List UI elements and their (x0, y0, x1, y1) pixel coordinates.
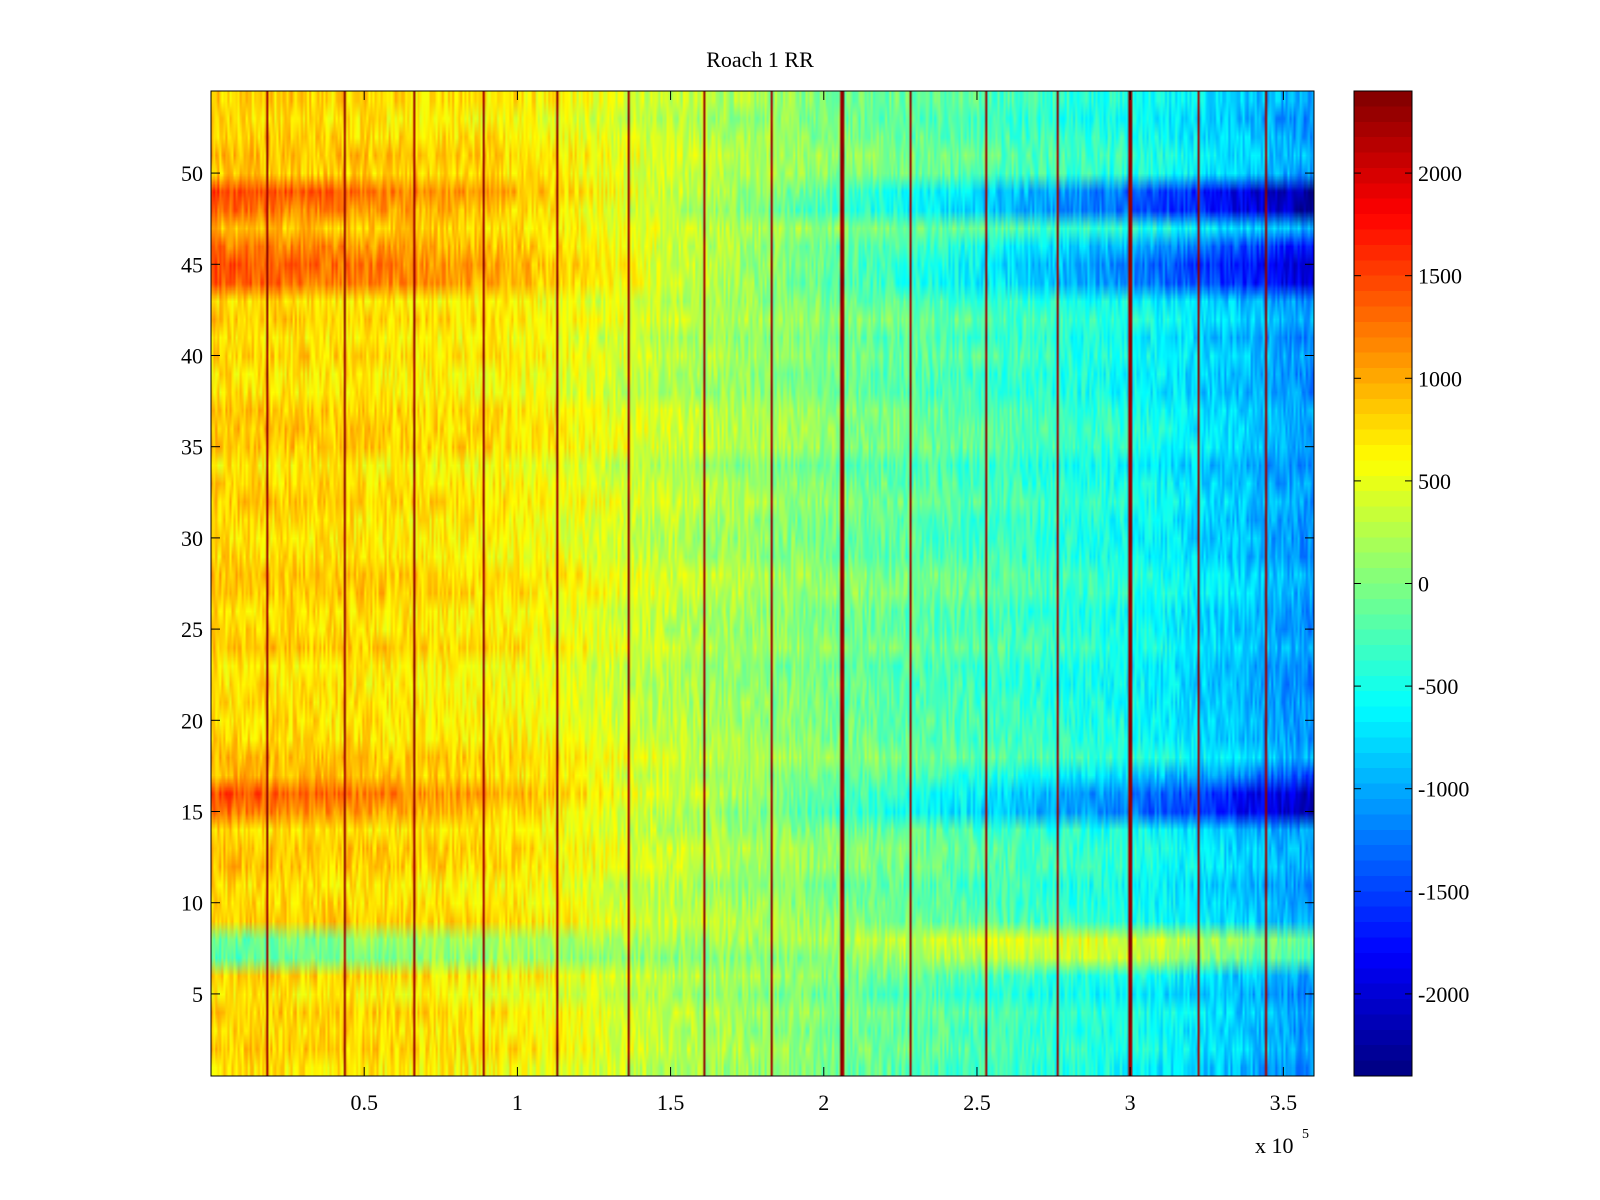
colorbar-axis: 2000 1500 1000 500 0 -500 -1000 -1500 -2000 (1354, 161, 1469, 1007)
x-tick-label: 1.5 (657, 1090, 685, 1115)
colorbar-tick-label: -2000 (1418, 982, 1469, 1007)
colorbar-tick-label: 2000 (1418, 161, 1462, 186)
colorbar-tick-label: 0 (1418, 572, 1429, 597)
plot-frame (210, 90, 1315, 1077)
colorbar-tick-label: 500 (1418, 469, 1451, 494)
y-tick-label: 35 (181, 435, 203, 460)
colorbar-tick-label: 1000 (1418, 366, 1462, 391)
colorbar-tick-label: -1000 (1418, 777, 1469, 802)
heatmap-image (211, 91, 1314, 1076)
colorbar-tick-label: -1500 (1418, 879, 1469, 904)
x-tick-label: 1 (512, 1090, 523, 1115)
x-tick-label: 3.5 (1270, 1090, 1298, 1115)
y-tick-label: 50 (181, 161, 203, 186)
colorbar-gradient (1354, 91, 1412, 1076)
y-tick-label: 25 (181, 617, 203, 642)
chart-title: Roach 1 RR (706, 47, 814, 72)
x-axis-exponent-power: 5 (1302, 1127, 1309, 1142)
colorbar-tick-label: -500 (1418, 674, 1458, 699)
x-tick-label: 3 (1125, 1090, 1136, 1115)
y-tick-label: 40 (181, 343, 203, 368)
x-tick-label: 0.5 (350, 1090, 378, 1115)
y-axis: 5 10 15 20 25 30 35 40 45 50 (181, 161, 1314, 1007)
x-tick-label: 2.5 (963, 1090, 991, 1115)
x-axis-exponent-label: x 10 (1255, 1133, 1294, 1158)
y-tick-label: 20 (181, 708, 203, 733)
y-tick-label: 30 (181, 526, 203, 551)
x-tick-label: 2 (818, 1090, 829, 1115)
y-tick-label: 10 (181, 891, 203, 916)
colorbar-tick-label: 1500 (1418, 264, 1462, 289)
x-axis: 0.5 1 1.5 2 2.5 3 3.5 (350, 91, 1297, 1115)
y-tick-label: 5 (192, 982, 203, 1007)
y-tick-label: 45 (181, 252, 203, 277)
y-tick-label: 15 (181, 800, 203, 825)
